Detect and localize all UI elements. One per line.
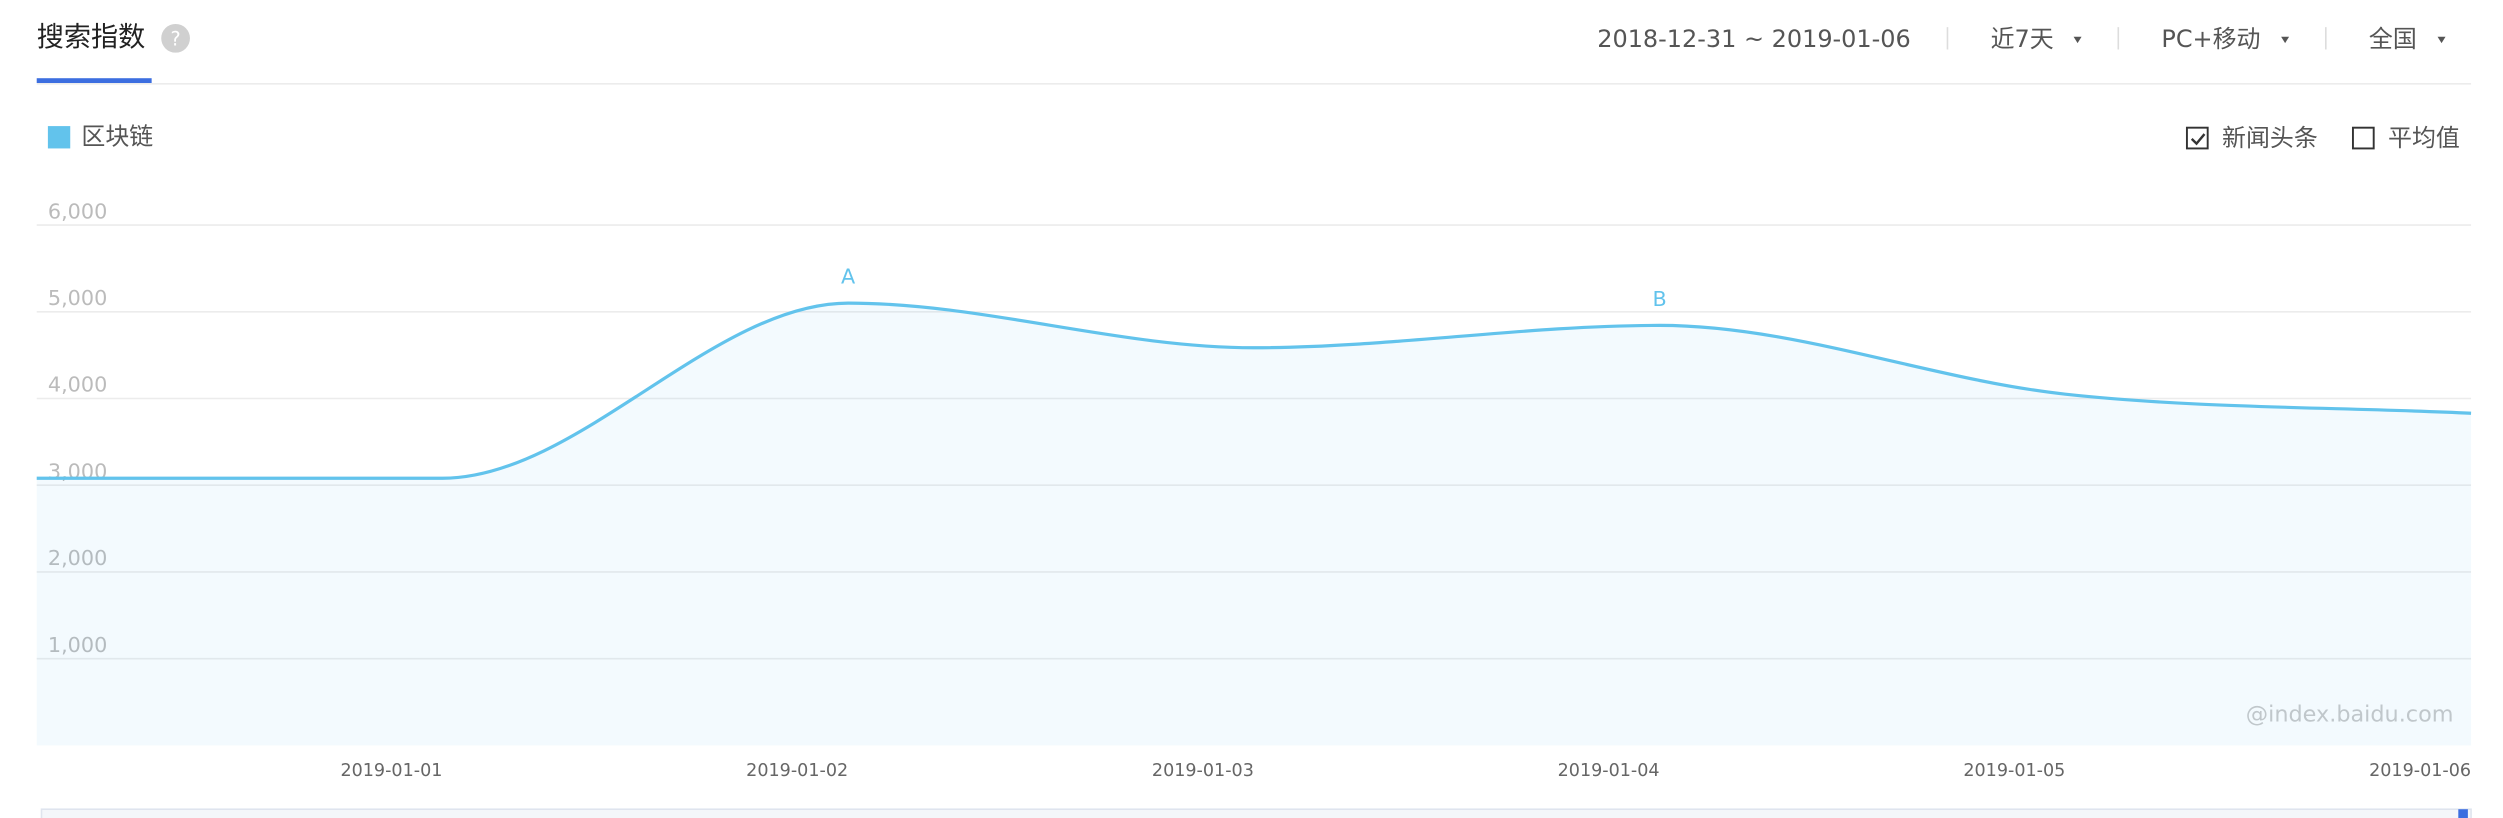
x-tick-label: 2019-01-02 <box>746 761 848 781</box>
help-icon[interactable] <box>161 23 190 53</box>
x-tick-label: 2019-01-06 <box>2369 761 2471 781</box>
dropdown-arrow <box>2437 36 2446 44</box>
option-label[interactable]: 平均值 <box>2388 124 2460 152</box>
device-select[interactable]: PC+移动 <box>2161 25 2260 53</box>
tab-title[interactable]: 搜索指数 <box>37 22 146 53</box>
help-mark: ? <box>171 27 181 50</box>
range-slider[interactable] <box>40 808 2472 818</box>
y-tick-label: 5,000 <box>48 286 107 310</box>
date-range[interactable]: 2018-12-31 ~ 2019-01-06 <box>1597 25 1911 53</box>
x-tick-label: 2019-01-01 <box>340 761 442 781</box>
area <box>36 303 2472 746</box>
slider-handle[interactable] <box>2458 809 2468 818</box>
tab-underline <box>36 78 152 83</box>
annotation: A <box>841 265 856 289</box>
y-tick-label: 6,000 <box>48 199 107 223</box>
options: 新闻头条 平均值 <box>2185 124 2460 152</box>
x-tick-label: 2019-01-05 <box>1963 761 2065 781</box>
y-tick-label: 4,000 <box>48 373 107 397</box>
dropdown-arrow <box>2073 36 2082 44</box>
checkbox[interactable] <box>2185 126 2209 150</box>
x-tick-label: 2019-01-04 <box>1558 761 1660 781</box>
legend-label[interactable]: 区块链 <box>81 122 153 150</box>
checkmark <box>2190 133 2206 146</box>
period-select[interactable]: 近7天 <box>1991 25 2054 53</box>
annotation: B <box>1652 287 1666 311</box>
option-label[interactable]: 新闻头条 <box>2222 124 2318 152</box>
legend-swatch <box>47 126 71 149</box>
y-tick-label: 2,000 <box>48 546 107 570</box>
y-tick-label: 1,000 <box>48 633 107 657</box>
line <box>36 301 2472 480</box>
checkbox[interactable] <box>2351 126 2375 150</box>
x-tick-label: 2019-01-03 <box>1152 761 1254 781</box>
watermark: @index.baidu.com <box>2246 702 2454 728</box>
region-select[interactable]: 全国 <box>2369 25 2417 53</box>
dropdown-arrow <box>2281 36 2290 44</box>
